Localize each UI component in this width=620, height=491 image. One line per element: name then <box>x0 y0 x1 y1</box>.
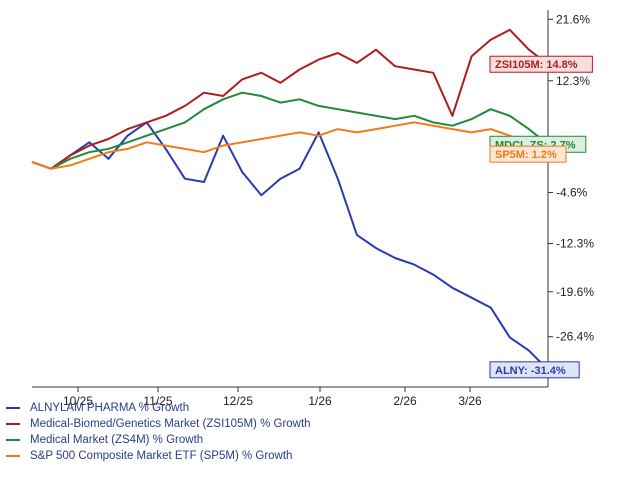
legend-label-alny: ALNYLAM PHARMA % Growth <box>30 402 190 414</box>
badge-box-sp5m <box>489 145 567 163</box>
x-tick-label: 2/26 <box>393 394 417 408</box>
x-tick-label: 3/26 <box>458 394 482 408</box>
series-lines <box>31 28 549 371</box>
series-line-zs4m <box>31 91 549 170</box>
badge-box-zsi105m <box>489 55 593 73</box>
x-tick-label: 1/26 <box>308 394 332 408</box>
legend-label-zsi105m: Medical-Biomed/Genetics Market (ZSI105M)… <box>30 418 311 430</box>
y-tick-label: -12.3% <box>556 236 594 250</box>
legend-swatch-zs4m <box>6 439 20 441</box>
y-tick-label: -26.4% <box>556 330 594 344</box>
y-tick-label: -19.6% <box>556 285 594 299</box>
legend-item-zsi105m: Medical-Biomed/Genetics Market (ZSI105M)… <box>6 416 311 432</box>
badge-label-sp5m: SP5M: 1.2% <box>495 149 557 161</box>
legend-label-sp5m: S&P 500 Composite Market ETF (SP5M) % Gr… <box>30 450 293 462</box>
y-tick-label: 12.3% <box>556 74 590 88</box>
badge-label-zsi105m: ZSI105M: 14.8% <box>495 59 578 71</box>
y-tick-label: 21.6% <box>556 12 590 26</box>
legend-item-sp5m: S&P 500 Composite Market ETF (SP5M) % Gr… <box>6 448 311 464</box>
badge-box-alny <box>489 361 580 379</box>
x-ticks: 10/25 11/25 12/25 1/26 2/26 3/26 <box>63 387 482 408</box>
legend-label-zs4m: Medical Market (ZS4M) % Growth <box>30 434 204 446</box>
legend-item-alny: ALNYLAM PHARMA % Growth <box>6 400 311 416</box>
legend-swatch-zsi105m <box>6 423 20 425</box>
series-line-zsi105m <box>31 28 549 170</box>
legend: ALNYLAM PHARMA % Growth Medical-Biomed/G… <box>6 400 311 464</box>
series-line-alny <box>31 121 549 371</box>
y-ticks: 21.6% 12.3% -4.6% -12.3% -19.6% -26.4% <box>548 12 594 344</box>
end-badges: ALNY: -31.4%ZSI105M: 14.8%MDCL ZS: 2.7%S… <box>489 55 593 379</box>
x-tick-label: 11/25 <box>143 394 172 408</box>
legend-swatch-alny <box>6 407 20 409</box>
badge-label-alny: ALNY: -31.4% <box>495 365 566 377</box>
legend-swatch-sp5m <box>6 455 20 457</box>
x-tick-label: 12/25 <box>223 394 253 408</box>
y-tick-label: -4.6% <box>556 186 588 200</box>
series-line-sp5m <box>31 121 549 170</box>
legend-item-zs4m: Medical Market (ZS4M) % Growth <box>6 432 311 448</box>
x-tick-label: 10/25 <box>63 394 93 408</box>
